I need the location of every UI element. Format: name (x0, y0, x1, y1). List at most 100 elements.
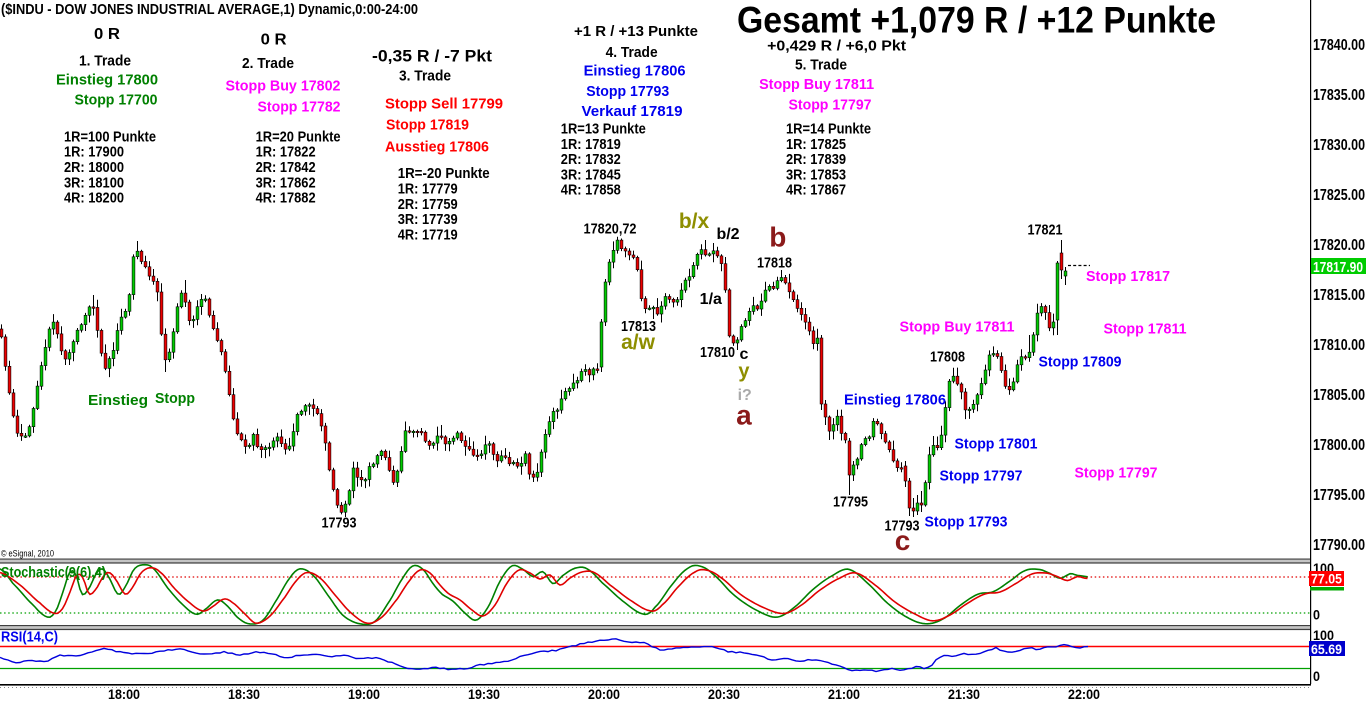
svg-text:4R: 17858: 4R: 17858 (561, 182, 621, 199)
svg-text:c: c (739, 346, 748, 363)
svg-text:Einstieg: Einstieg (88, 392, 148, 409)
svg-text:2R: 17839: 2R: 17839 (786, 151, 846, 168)
svg-text:4R: 17867: 4R: 17867 (786, 182, 846, 199)
svg-text:Stopp 17793: Stopp 17793 (586, 83, 669, 100)
svg-text:Verkauf 17819: Verkauf 17819 (582, 103, 683, 120)
svg-text:0 R: 0 R (94, 26, 120, 43)
svg-text:18:30: 18:30 (228, 686, 260, 702)
svg-text:17830.00: 17830.00 (1313, 137, 1365, 154)
svg-text:1R: 17819: 1R: 17819 (561, 136, 621, 153)
svg-text:5. Trade: 5. Trade (795, 56, 847, 73)
svg-text:3R: 17739: 3R: 17739 (398, 211, 458, 228)
svg-text:+1 R / +13 Punkte: +1 R / +13 Punkte (574, 23, 698, 40)
svg-text:3R: 17862: 3R: 17862 (256, 174, 316, 191)
svg-text:($INDU - DOW JONES INDUSTRIAL: ($INDU - DOW JONES INDUSTRIAL AVERAGE,1)… (1, 1, 418, 18)
svg-text:21:00: 21:00 (828, 686, 860, 702)
svg-text:Ausstieg 17806: Ausstieg 17806 (385, 138, 489, 155)
svg-text:1R=-20 Punkte: 1R=-20 Punkte (398, 165, 490, 182)
svg-text:i?: i? (738, 387, 752, 404)
svg-text:© eSignal, 2010: © eSignal, 2010 (1, 549, 54, 560)
svg-text:1R=20 Punkte: 1R=20 Punkte (256, 128, 341, 145)
svg-text:1R=100 Punkte: 1R=100 Punkte (64, 128, 156, 145)
svg-text:17813: 17813 (621, 318, 656, 335)
svg-text:2R: 17842: 2R: 17842 (256, 159, 316, 176)
svg-text:Stopp Sell 17799: Stopp Sell 17799 (385, 95, 503, 112)
svg-text:1R: 17825: 1R: 17825 (786, 136, 846, 153)
svg-text:Stopp Buy 17811: Stopp Buy 17811 (900, 318, 1015, 335)
svg-text:17818: 17818 (757, 254, 792, 271)
svg-text:17793: 17793 (885, 517, 920, 534)
svg-text:17815.00: 17815.00 (1313, 287, 1365, 304)
svg-text:Stopp 17797: Stopp 17797 (940, 467, 1023, 484)
svg-text:3. Trade: 3. Trade (399, 67, 451, 84)
svg-text:17808: 17808 (930, 348, 965, 365)
svg-text:17810: 17810 (700, 344, 735, 361)
svg-text:1/a: 1/a (700, 291, 722, 308)
svg-text:Einstieg 17800: Einstieg 17800 (56, 71, 158, 88)
svg-text:Stopp 17817: Stopp 17817 (1086, 268, 1170, 285)
svg-text:3R: 17845: 3R: 17845 (561, 166, 621, 183)
svg-text:1R=13 Punkte: 1R=13 Punkte (561, 120, 646, 137)
svg-text:17805.00: 17805.00 (1313, 387, 1365, 404)
svg-text:b/x: b/x (679, 210, 710, 233)
svg-text:17810.00: 17810.00 (1313, 337, 1365, 354)
svg-text:Einstieg 17806: Einstieg 17806 (844, 391, 946, 408)
svg-text:y: y (738, 360, 750, 382)
svg-text:17825.00: 17825.00 (1313, 187, 1365, 204)
svg-text:c: c (895, 525, 911, 556)
svg-text:20:00: 20:00 (588, 686, 620, 702)
svg-text:1R: 17900: 1R: 17900 (64, 144, 124, 161)
svg-text:17790.00: 17790.00 (1313, 537, 1365, 554)
svg-text:1R=14 Punkte: 1R=14 Punkte (786, 120, 871, 137)
svg-text:a: a (736, 399, 752, 430)
svg-text:b: b (769, 222, 786, 253)
svg-text:17795: 17795 (833, 493, 868, 510)
svg-text:22:00: 22:00 (1068, 686, 1100, 702)
svg-text:Stopp 17782: Stopp 17782 (258, 98, 341, 115)
svg-text:21:30: 21:30 (948, 686, 980, 702)
svg-text:17793: 17793 (322, 514, 357, 531)
svg-text:1R: 17779: 1R: 17779 (398, 181, 458, 198)
svg-text:17840.00: 17840.00 (1313, 37, 1365, 54)
svg-text:Stochastic(9(6),4): Stochastic(9(6),4) (1, 564, 106, 581)
svg-text:3R: 18100: 3R: 18100 (64, 174, 124, 191)
svg-text:Stopp 17797: Stopp 17797 (789, 97, 872, 114)
svg-text:Einstieg 17806: Einstieg 17806 (584, 63, 686, 80)
svg-text:0 R: 0 R (261, 32, 287, 49)
svg-text:1. Trade: 1. Trade (79, 52, 131, 69)
svg-text:Stopp 17811: Stopp 17811 (1104, 320, 1187, 337)
svg-text:Stopp 17793: Stopp 17793 (925, 513, 1008, 530)
svg-text:4. Trade: 4. Trade (606, 44, 658, 61)
svg-text:65.69: 65.69 (1311, 641, 1342, 657)
svg-text:17835.00: 17835.00 (1313, 87, 1365, 104)
svg-text:17817.90: 17817.90 (1313, 259, 1363, 276)
svg-text:Stopp: Stopp (155, 390, 195, 407)
svg-text:RSI(14,C): RSI(14,C) (1, 629, 58, 646)
svg-text:b/2: b/2 (716, 226, 739, 243)
svg-text:3R: 17853: 3R: 17853 (786, 166, 846, 183)
svg-text:4R: 17882: 4R: 17882 (256, 190, 316, 207)
svg-text:17795.00: 17795.00 (1313, 487, 1365, 504)
svg-text:Stopp 17700: Stopp 17700 (75, 91, 158, 108)
svg-text:-0,35 R / -7 Pkt: -0,35 R / -7 Pkt (372, 47, 492, 66)
svg-text:77.05: 77.05 (1311, 571, 1342, 587)
svg-text:+0,429 R / +6,0 Pkt: +0,429 R / +6,0 Pkt (767, 37, 906, 54)
svg-text:Stopp Buy 17811: Stopp Buy 17811 (759, 76, 874, 93)
svg-text:2. Trade: 2. Trade (242, 55, 294, 72)
svg-text:17821: 17821 (1028, 221, 1063, 238)
svg-text:0: 0 (1313, 607, 1320, 623)
svg-text:19:00: 19:00 (348, 686, 380, 702)
svg-text:Stopp 17819: Stopp 17819 (386, 116, 469, 133)
svg-text:2R: 17759: 2R: 17759 (398, 196, 458, 213)
svg-text:17820.00: 17820.00 (1313, 237, 1365, 254)
svg-text:100: 100 (1313, 627, 1334, 643)
svg-text:Gesamt +1,079 R / +12 Punkte: Gesamt +1,079 R / +12 Punkte (737, 0, 1216, 41)
svg-text:Stopp Buy 17802: Stopp Buy 17802 (226, 77, 341, 94)
svg-text:2R: 17832: 2R: 17832 (561, 151, 621, 168)
svg-text:18:00: 18:00 (108, 686, 140, 702)
svg-text:a/w: a/w (621, 331, 656, 354)
svg-text:17820,72: 17820,72 (584, 220, 637, 237)
svg-text:Stopp 17801: Stopp 17801 (955, 435, 1038, 452)
svg-text:19:30: 19:30 (468, 686, 500, 702)
svg-text:0: 0 (1313, 668, 1320, 684)
